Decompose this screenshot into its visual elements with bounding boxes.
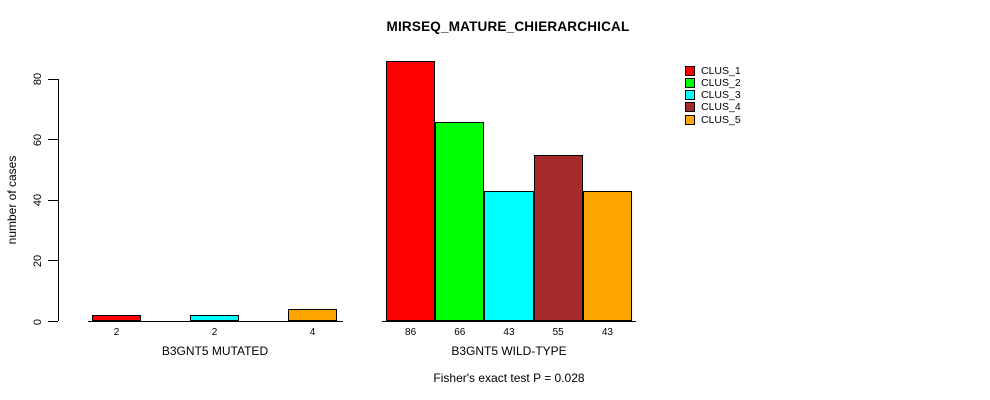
bar-value-label: 43 xyxy=(503,327,515,338)
y-axis-tick xyxy=(48,139,58,141)
legend-item-label: CLUS_5 xyxy=(701,113,741,126)
legend-item-label: CLUS_1 xyxy=(701,64,741,77)
y-axis-tick xyxy=(48,199,58,201)
y-axis-label: number of cases xyxy=(5,155,19,245)
y-axis-tick-label: 20 xyxy=(32,254,44,268)
legend-swatch xyxy=(685,77,695,88)
group-label-mutated: B3GNT5 MUTATED xyxy=(161,344,269,358)
x-axis-baseline xyxy=(88,321,343,322)
bar-value-label: 2 xyxy=(113,327,120,338)
bar-clus_1 xyxy=(92,315,141,322)
chart-title: MIRSEQ_MATURE_CHIERARCHICAL xyxy=(386,19,630,34)
bar-value-label: 55 xyxy=(552,327,564,338)
legend-swatch xyxy=(685,65,695,76)
legend-swatch xyxy=(685,114,695,125)
y-axis-tick-label: 60 xyxy=(32,133,44,146)
y-axis-tick-label: 80 xyxy=(32,72,44,86)
legend-swatch xyxy=(685,90,695,101)
bar-value-label: 66 xyxy=(454,327,466,338)
bar-clus_3 xyxy=(190,315,239,322)
bar-clus_5 xyxy=(288,309,337,322)
bar-clus_3 xyxy=(484,191,534,322)
y-axis-tick-label: 40 xyxy=(32,194,44,207)
bar-clus_4 xyxy=(533,154,583,322)
bar-clus_2 xyxy=(435,121,485,322)
y-axis-tick xyxy=(48,78,58,80)
bar-clus_1 xyxy=(386,60,436,322)
legend-item-label: CLUS_3 xyxy=(701,89,741,102)
x-axis-baseline xyxy=(382,321,636,322)
legend-item-label: CLUS_4 xyxy=(701,101,741,114)
y-axis-line xyxy=(58,79,59,322)
y-axis-tick xyxy=(48,260,58,262)
group-label-wildtype: B3GNT5 WILD-TYPE xyxy=(451,344,567,358)
y-axis-tick-label: 0 xyxy=(32,318,44,325)
bar-value-label: 4 xyxy=(309,327,316,338)
bar-clus_5 xyxy=(582,191,632,322)
legend-item-label: CLUS_2 xyxy=(701,76,741,89)
y-axis-tick xyxy=(48,321,58,322)
bar-value-label: 43 xyxy=(601,327,613,338)
legend-swatch xyxy=(685,102,695,113)
bar-value-label: 2 xyxy=(211,327,218,338)
fisher-test-annotation: Fisher's exact test P = 0.028 xyxy=(433,371,585,385)
bar-value-label: 86 xyxy=(405,327,417,338)
